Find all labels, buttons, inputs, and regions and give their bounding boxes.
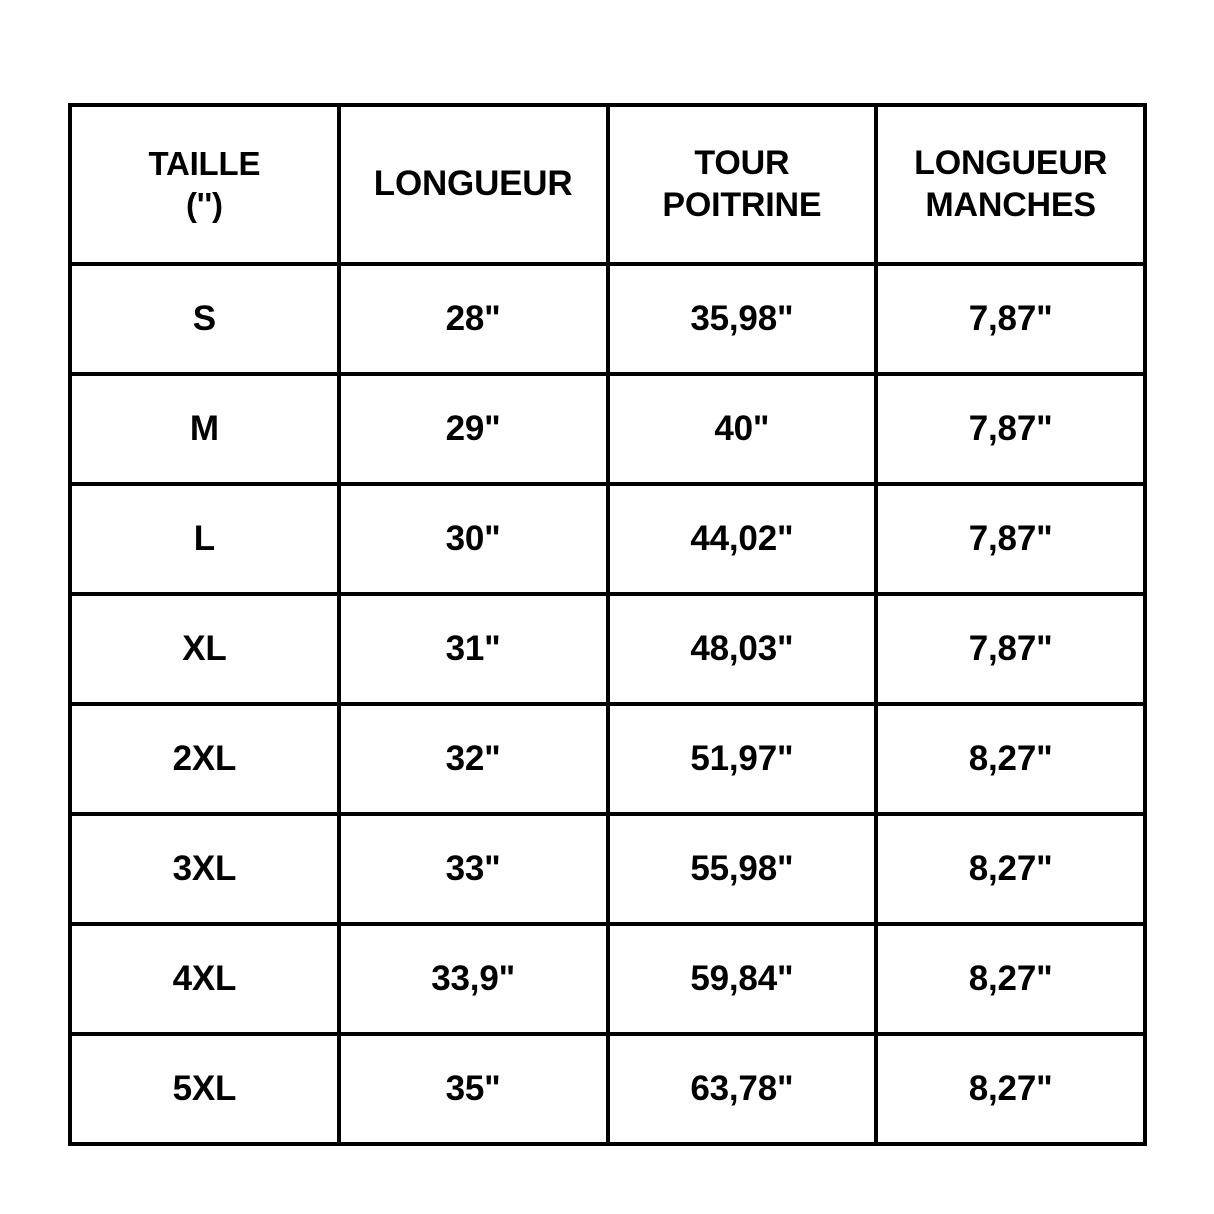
column-header-length: LONGUEUR: [336, 103, 610, 266]
cell-sleeve-length: 8,27": [874, 702, 1147, 816]
cell-length: 33,9": [336, 922, 610, 1036]
cell-chest: 55,98": [605, 812, 879, 926]
cell-sleeve-length: 7,87": [874, 482, 1147, 596]
table-body: S 28" 35,98" 7,87" M 29" 40" 7,87" L 30"…: [68, 262, 1147, 1146]
cell-chest: 63,78": [605, 1032, 879, 1146]
cell-chest: 51,97": [605, 702, 879, 816]
cell-length: 33": [336, 812, 610, 926]
column-header-size-line-2: (''): [185, 185, 223, 223]
column-header-sleeve-length: LONGUEUR MANCHES: [874, 103, 1147, 266]
cell-sleeve-length: 8,27": [874, 812, 1147, 926]
cell-size: S: [68, 262, 341, 376]
table-row: M 29" 40" 7,87": [68, 372, 1147, 486]
column-header-sleeve-length-line-1: LONGUEUR: [914, 144, 1108, 183]
cell-length: 35": [336, 1032, 610, 1146]
column-header-sleeve-length-line-2: MANCHES: [925, 185, 1096, 224]
size-chart-table: TAILLE ('') LONGUEUR TOUR POITRINE LONGU…: [68, 103, 1147, 1146]
cell-length: 30": [336, 482, 610, 596]
cell-size: 5XL: [68, 1032, 341, 1146]
table-header-row: TAILLE ('') LONGUEUR TOUR POITRINE LONGU…: [68, 103, 1147, 266]
cell-chest: 40": [605, 372, 879, 486]
cell-sleeve-length: 8,27": [874, 1032, 1147, 1146]
cell-size: XL: [68, 592, 341, 706]
cell-sleeve-length: 8,27": [874, 922, 1147, 1036]
cell-sleeve-length: 7,87": [874, 372, 1147, 486]
cell-size: 4XL: [68, 922, 341, 1036]
table-row: L 30" 44,02" 7,87": [68, 482, 1147, 596]
table-row: S 28" 35,98" 7,87": [68, 262, 1147, 376]
cell-size: 2XL: [68, 702, 341, 816]
table-row: 2XL 32" 51,97" 8,27": [68, 702, 1147, 816]
cell-length: 31": [336, 592, 610, 706]
cell-size: M: [68, 372, 341, 486]
cell-chest: 35,98": [605, 262, 879, 376]
cell-length: 28": [336, 262, 610, 376]
cell-sleeve-length: 7,87": [874, 262, 1147, 376]
table-header: TAILLE ('') LONGUEUR TOUR POITRINE LONGU…: [68, 103, 1147, 266]
column-header-chest: TOUR POITRINE: [605, 103, 879, 266]
column-header-chest-line-1: TOUR: [694, 144, 790, 183]
table-row: 4XL 33,9" 59,84" 8,27": [68, 922, 1147, 1036]
cell-chest: 59,84": [605, 922, 879, 1036]
cell-chest: 48,03": [605, 592, 879, 706]
table-row: 3XL 33" 55,98" 8,27": [68, 812, 1147, 926]
cell-length: 32": [336, 702, 610, 816]
cell-size: 3XL: [68, 812, 341, 926]
column-header-chest-line-2: POITRINE: [662, 185, 822, 224]
cell-length: 29": [336, 372, 610, 486]
column-header-size: TAILLE (''): [68, 103, 341, 266]
cell-chest: 44,02": [605, 482, 879, 596]
column-header-length-line-1: LONGUEUR: [373, 164, 573, 204]
cell-sleeve-length: 7,87": [874, 592, 1147, 706]
column-header-size-line-1: TAILLE: [148, 145, 261, 183]
table-row: XL 31" 48,03" 7,87": [68, 592, 1147, 706]
table-row: 5XL 35" 63,78" 8,27": [68, 1032, 1147, 1146]
cell-size: L: [68, 482, 341, 596]
